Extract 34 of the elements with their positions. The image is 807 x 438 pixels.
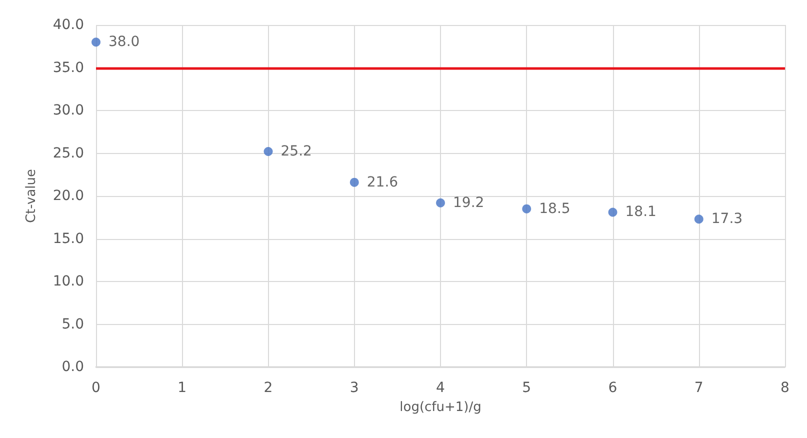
y-tick-label: 35.0 (52, 60, 84, 76)
point (522, 204, 532, 214)
y-tick-label: 25.0 (52, 145, 84, 162)
point (92, 38, 100, 47)
y-tick-label: 5.0 (62, 316, 84, 332)
x-tick-label: 8 (780, 380, 790, 396)
x-tick-label: 3 (350, 380, 359, 396)
y-tick-label: 15.0 (52, 230, 84, 247)
x-tick-label: 4 (436, 380, 446, 396)
x-tick-label: 1 (178, 380, 187, 396)
point (694, 214, 704, 224)
data-label: 38.0 (108, 34, 140, 50)
y-tick-label: 20.0 (52, 188, 84, 204)
y-tick-label: 30.0 (52, 102, 84, 118)
data-label: 18.1 (625, 204, 656, 220)
y-tick-label: 10.0 (52, 274, 84, 290)
point (436, 198, 445, 208)
x-tick-label: 5 (522, 380, 532, 396)
y-axis-title: Ct-value (24, 168, 39, 224)
data-label: 17.3 (711, 211, 743, 228)
data-label: 25.2 (280, 144, 312, 160)
x-tick-label: 6 (608, 380, 618, 396)
point (264, 147, 273, 156)
x-axis-title: log(cfu+1)/g (400, 400, 482, 415)
data-label: 21.6 (366, 174, 398, 190)
data-label: 19.2 (453, 194, 484, 211)
y-tick-label: 40.0 (52, 17, 84, 33)
point (608, 208, 618, 217)
x-tick-label: 2 (264, 380, 273, 396)
x-tick-label: 0 (92, 380, 100, 396)
point (350, 178, 359, 187)
data-label: 18.5 (539, 200, 570, 217)
y-tick-label: 0.0 (62, 359, 84, 375)
x-tick-label: 7 (694, 380, 704, 396)
